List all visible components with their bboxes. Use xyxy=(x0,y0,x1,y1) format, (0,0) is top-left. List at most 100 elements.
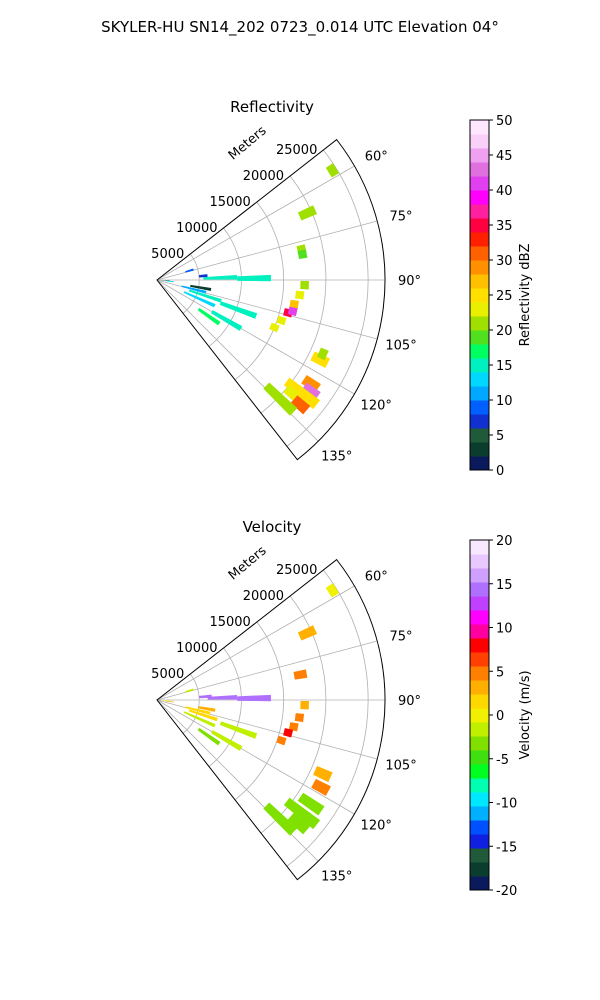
range-gridline xyxy=(182,253,200,314)
azimuth-tick-label: 120° xyxy=(361,398,392,413)
radar-gate xyxy=(311,778,331,796)
colorbar-segment xyxy=(470,764,489,779)
radar-gate xyxy=(290,395,311,415)
radar-gate xyxy=(185,268,194,273)
radar-gate xyxy=(161,280,170,281)
radar-gate xyxy=(300,281,309,290)
colorbar-tick-label: 0 xyxy=(496,709,504,724)
velocity-panel: Velocity 5000 10000 15000 20000 25000 Meters 60… xyxy=(151,518,421,885)
radar-gate xyxy=(263,802,298,836)
radar-gate xyxy=(219,721,258,739)
range-axis-label: Meters xyxy=(226,543,270,583)
colorbar-segment xyxy=(470,834,489,849)
colorbar-segment xyxy=(470,246,489,261)
range-gridline xyxy=(286,149,369,447)
colorbar-segment xyxy=(470,652,489,667)
radar-gate xyxy=(185,706,211,715)
panel-title: Reflectivity xyxy=(230,98,314,116)
colorbar-tick-label: -5 xyxy=(496,753,509,768)
radar-gate xyxy=(157,700,170,701)
radar-gate xyxy=(297,249,308,260)
azimuth-tick-label: 105° xyxy=(385,338,416,353)
colorbar-tick-label: 10 xyxy=(496,622,513,637)
azimuth-gridline xyxy=(156,699,319,862)
range-gridline xyxy=(286,569,369,867)
colorbar-segment xyxy=(470,848,489,863)
radar-gate xyxy=(276,735,287,746)
colorbar-tick-label: 5 xyxy=(496,429,504,444)
radar-gate xyxy=(289,299,300,309)
range-gridline xyxy=(208,647,242,767)
colorbar-segment xyxy=(470,344,489,359)
colorbar-tick-label: 0 xyxy=(496,464,504,479)
reflectivity-colorbar: 0 5 10 15 20 25 30 35 40 45 50 Reflectivity dBZ xyxy=(469,114,533,479)
velocity-colorbar: -20 -15 -10 -5 0 5 10 15 20 Velocity (m/s) xyxy=(469,534,533,899)
radar-gate xyxy=(297,205,318,221)
colorbar-segment xyxy=(470,400,489,415)
radar-gate xyxy=(276,315,287,326)
colorbar-segment xyxy=(470,554,489,569)
radar-gate xyxy=(287,812,311,835)
colorbar-segment xyxy=(470,316,489,331)
colorbar-segment xyxy=(470,540,489,555)
range-tick-label: 20000 xyxy=(243,169,284,184)
colorbar-tick-label: 50 xyxy=(496,114,513,129)
colorbar-segment xyxy=(470,610,489,625)
colorbar-segment xyxy=(470,596,489,611)
colorbar-tick-label: -20 xyxy=(496,884,517,899)
colorbar-segment xyxy=(470,582,489,597)
colorbar-segment xyxy=(470,372,489,387)
azimuth-tick-label: 90° xyxy=(398,274,421,289)
radar-gate xyxy=(165,280,174,283)
range-tick-label: 10000 xyxy=(176,641,217,656)
azimuth-tick-label: 60° xyxy=(365,570,388,585)
reflectivity-panel: Reflectivity 5000 10000 15000 20000 25000 Mete… xyxy=(151,98,421,465)
radar-gate xyxy=(237,694,271,702)
panel-title: Velocity xyxy=(243,518,302,536)
radar-gate xyxy=(203,274,238,280)
colorbar-segment xyxy=(470,232,489,247)
range-gridline xyxy=(182,673,200,734)
colorbar-segment xyxy=(470,274,489,289)
azimuth-gridline xyxy=(156,699,355,815)
range-tick-label: 15000 xyxy=(209,195,250,210)
colorbar-segment xyxy=(470,638,489,653)
colorbar-tick-label: 20 xyxy=(496,324,513,339)
range-gridline xyxy=(260,175,327,414)
azimuth-tick-label: 75° xyxy=(390,630,413,645)
radar-gate xyxy=(198,274,208,278)
range-tick-label: 25000 xyxy=(276,563,317,578)
azimuth-tick-label: 90° xyxy=(398,694,421,709)
colorbar-segment xyxy=(470,442,489,457)
colorbar-segment xyxy=(470,260,489,275)
range-axis-label: Meters xyxy=(226,123,270,163)
radar-gate xyxy=(301,375,321,394)
radar-gate xyxy=(198,706,216,712)
radar-gate xyxy=(188,709,218,722)
colorbar-tick-label: 45 xyxy=(496,149,513,164)
radar-gate xyxy=(300,701,309,710)
radar-gate xyxy=(219,301,258,319)
azimuth-tick-label: 120° xyxy=(361,818,392,833)
azimuth-gridline xyxy=(156,640,378,701)
colorbar-segment xyxy=(470,456,489,471)
azimuth-tick-label: 60° xyxy=(365,150,388,165)
colorbar-segment xyxy=(470,176,489,191)
colorbar-segment xyxy=(470,120,489,135)
range-gridline xyxy=(208,227,242,347)
range-tick-label: 10000 xyxy=(176,221,217,236)
colorbar-label: Reflectivity dBZ xyxy=(518,244,533,347)
radar-gate xyxy=(188,289,222,303)
colorbar-segment xyxy=(470,708,489,723)
colorbar-segment xyxy=(470,358,489,373)
radar-gate xyxy=(283,728,294,738)
radar-gate xyxy=(313,765,333,783)
colorbar-segment xyxy=(470,148,489,163)
range-tick-label: 15000 xyxy=(209,615,250,630)
colorbar-segment xyxy=(470,736,489,751)
colorbar-segment xyxy=(470,218,489,233)
colorbar-segment xyxy=(470,820,489,835)
colorbar-segment xyxy=(470,190,489,205)
azimuth-gridline xyxy=(156,279,355,395)
radar-gate xyxy=(197,307,221,326)
